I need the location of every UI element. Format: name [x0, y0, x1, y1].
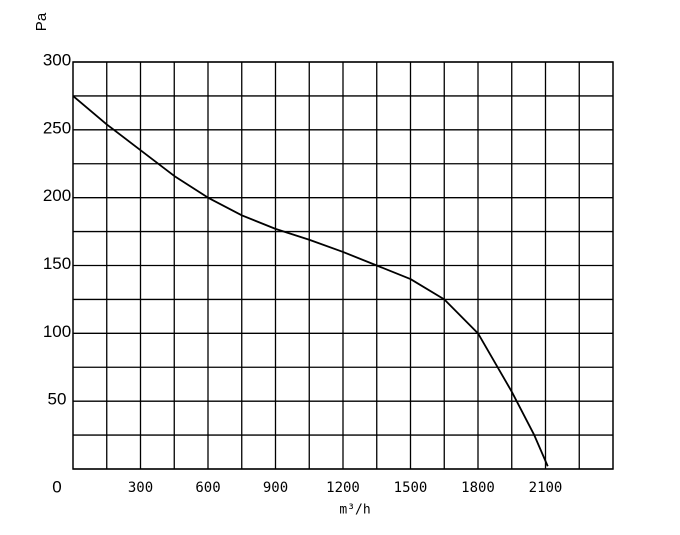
y-tick-label: 0	[52, 477, 61, 496]
y-tick-label: 300	[43, 50, 71, 69]
x-tick-label: 300	[128, 480, 153, 496]
y-tick-label: 100	[43, 322, 71, 341]
y-axis-label: Pa	[33, 12, 50, 31]
curve	[72, 95, 549, 467]
x-tick-label: 1200	[326, 480, 360, 496]
y-tick-label: 250	[43, 118, 71, 137]
y-tick-label: 150	[43, 254, 71, 273]
x-tick-label: 600	[195, 480, 220, 496]
x-axis-label: m³/h	[339, 503, 370, 518]
x-tick-label: 1500	[394, 480, 428, 496]
x-tick-label: 900	[263, 480, 288, 496]
y-tick-label: 50	[48, 390, 67, 409]
x-tick-label: 1800	[461, 480, 495, 496]
plot-frame	[72, 61, 614, 470]
x-tick-label: 2100	[529, 480, 563, 496]
y-tick-label: 200	[43, 186, 71, 205]
